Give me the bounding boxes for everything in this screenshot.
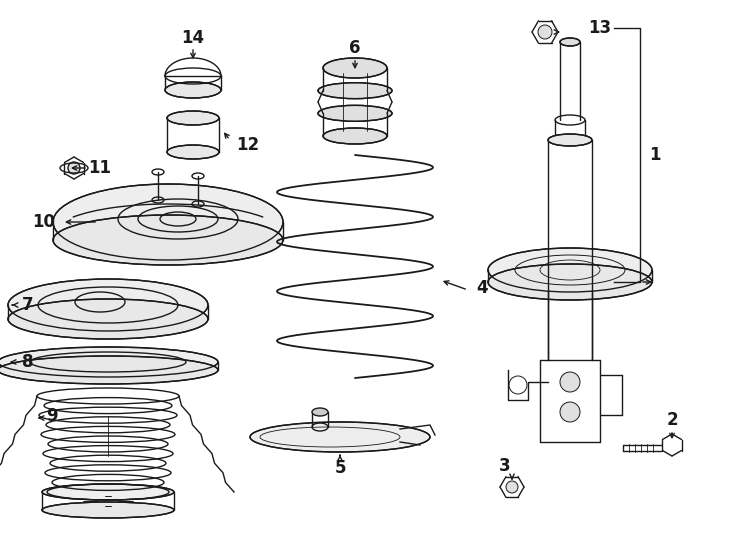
Ellipse shape xyxy=(318,83,392,99)
Ellipse shape xyxy=(312,408,328,416)
Ellipse shape xyxy=(323,128,387,144)
Ellipse shape xyxy=(488,248,652,292)
Text: 6: 6 xyxy=(349,39,360,57)
Text: 5: 5 xyxy=(334,459,346,477)
Circle shape xyxy=(68,162,80,174)
Ellipse shape xyxy=(323,58,387,78)
Text: 9: 9 xyxy=(46,407,58,425)
Ellipse shape xyxy=(53,184,283,260)
Text: 4: 4 xyxy=(476,279,488,297)
Ellipse shape xyxy=(42,484,174,500)
Text: 10: 10 xyxy=(32,213,56,231)
Ellipse shape xyxy=(0,347,218,377)
Ellipse shape xyxy=(250,422,430,452)
Ellipse shape xyxy=(167,111,219,125)
Ellipse shape xyxy=(53,215,283,265)
Ellipse shape xyxy=(165,82,221,98)
Text: 1: 1 xyxy=(650,146,661,164)
Text: 13: 13 xyxy=(589,19,611,37)
Circle shape xyxy=(560,372,580,392)
Ellipse shape xyxy=(318,105,392,122)
Text: 8: 8 xyxy=(22,353,34,371)
Ellipse shape xyxy=(8,299,208,339)
Ellipse shape xyxy=(42,502,174,518)
Ellipse shape xyxy=(8,279,208,331)
Circle shape xyxy=(538,25,552,39)
Text: 2: 2 xyxy=(666,411,677,429)
Circle shape xyxy=(560,402,580,422)
Text: 14: 14 xyxy=(181,29,205,47)
Ellipse shape xyxy=(167,145,219,159)
Circle shape xyxy=(506,481,518,493)
Ellipse shape xyxy=(560,38,580,46)
Text: 12: 12 xyxy=(236,136,260,154)
Text: 11: 11 xyxy=(89,159,112,177)
Ellipse shape xyxy=(0,356,218,384)
Ellipse shape xyxy=(488,264,652,300)
Text: 3: 3 xyxy=(499,457,511,475)
Ellipse shape xyxy=(548,134,592,146)
Text: 7: 7 xyxy=(22,296,34,314)
